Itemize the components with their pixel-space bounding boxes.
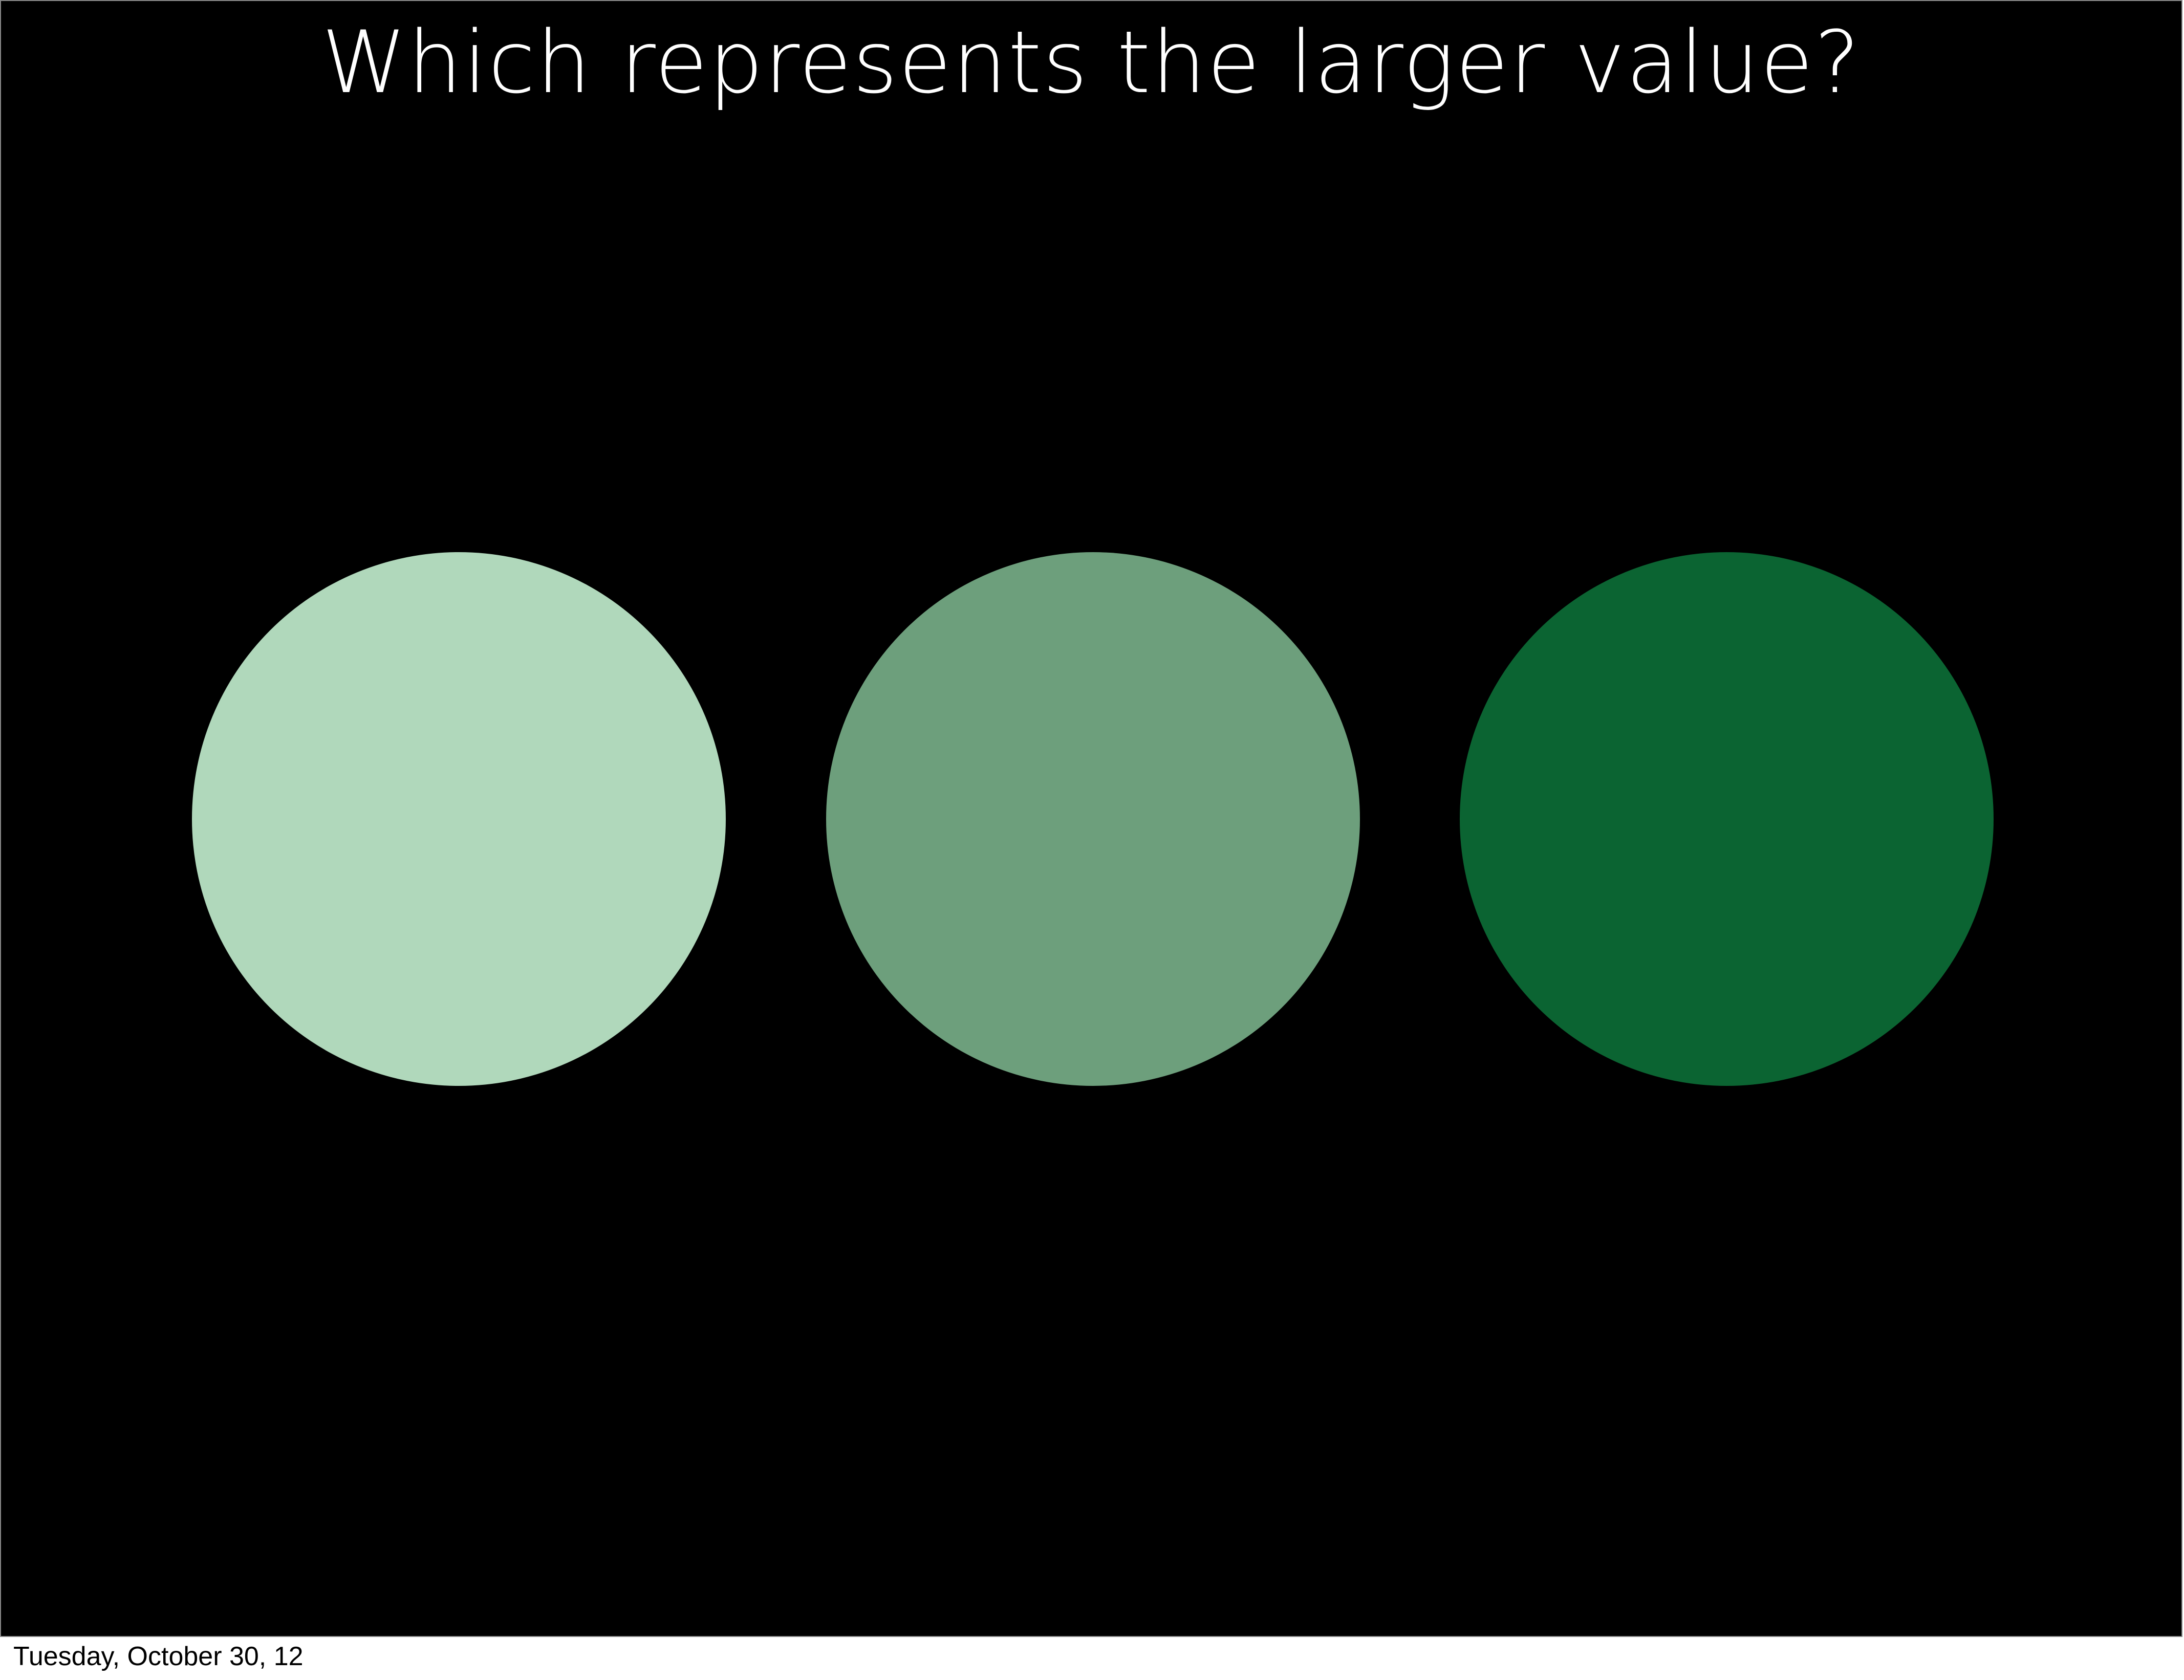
slide-title: Which represents the larger value?	[321, 12, 1861, 113]
light-green-circle	[192, 552, 726, 1086]
medium-green-circle	[826, 552, 1360, 1086]
footer-date: Tuesday, October 30, 12	[13, 1642, 304, 1671]
slide-canvas: Which represents the larger value?	[0, 0, 2182, 1637]
dark-green-circle	[1460, 552, 1994, 1086]
